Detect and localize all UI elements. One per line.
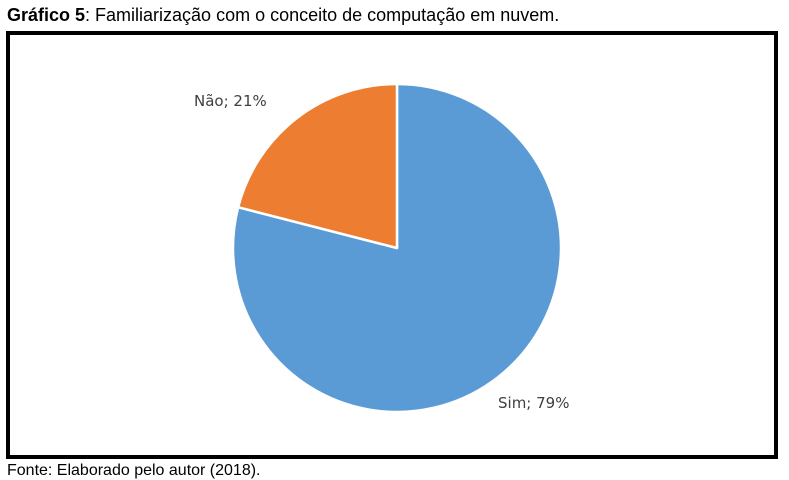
data-label-nao: Não; 21% [194,92,267,110]
source-note: Fonte: Elaborado pelo autor (2018). [7,462,261,479]
pie-slice-nao [236,82,399,250]
caption-prefix: Gráfico 5 [7,5,86,25]
pie-slice-sim [231,82,563,414]
caption-text: : Familiarização com o conceito de compu… [85,5,560,25]
chart-caption: Gráfico 5: Familiarização com o conceito… [7,5,559,26]
data-label-sim: Sim; 79% [498,394,569,412]
